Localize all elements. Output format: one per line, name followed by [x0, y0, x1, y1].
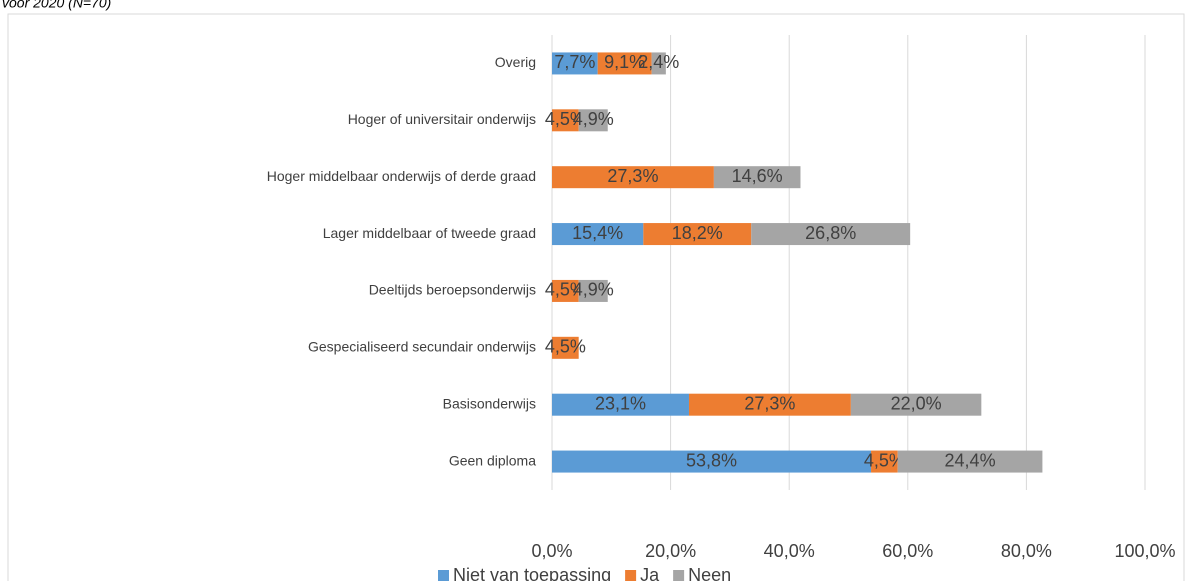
- bar-segment: [713, 166, 801, 189]
- bar-segment: [552, 450, 872, 473]
- y-tick-label: Basisonderwijs: [443, 395, 536, 411]
- legend-swatch: [625, 570, 637, 581]
- data-label: 2,4%: [638, 52, 679, 72]
- bar-segment: [751, 223, 911, 246]
- data-label: 18,2%: [672, 223, 723, 243]
- x-tick-label: 80,0%: [1001, 541, 1052, 561]
- x-tick-label: 20,0%: [645, 541, 696, 561]
- data-label: 22,0%: [891, 393, 942, 413]
- data-label: 26,8%: [805, 223, 856, 243]
- bar-segment: [552, 109, 579, 132]
- bar-segment: [597, 52, 652, 75]
- bar-segment: [688, 393, 851, 416]
- data-label: 9,1%: [604, 52, 645, 72]
- bar-segment: [552, 393, 689, 416]
- bar-segment: [578, 279, 608, 302]
- y-tick-label: Gespecialiseerd secundair onderwijs: [308, 339, 536, 355]
- bar-segment: [552, 279, 579, 302]
- data-label: 15,4%: [572, 223, 623, 243]
- bar-segment: [578, 109, 608, 132]
- bar-segment: [552, 336, 579, 359]
- data-label: 24,4%: [945, 450, 996, 470]
- data-label: 4,5%: [545, 280, 586, 300]
- data-label: 27,3%: [744, 393, 795, 413]
- y-tick-label: Overig: [495, 54, 536, 70]
- y-tick-label: Geen diploma: [449, 452, 536, 468]
- data-label: 4,5%: [864, 450, 905, 470]
- bar-segment: [552, 166, 714, 189]
- data-label: 4,9%: [573, 280, 614, 300]
- legend-label: Ja: [640, 565, 660, 581]
- x-tick-label: 100,0%: [1114, 541, 1175, 561]
- data-label: 4,9%: [573, 109, 614, 129]
- y-tick-label: Hoger middelbaar onderwijs of derde graa…: [267, 168, 536, 184]
- data-label: 27,3%: [607, 166, 658, 186]
- y-tick-label: Lager middelbaar of tweede graad: [323, 225, 536, 241]
- bar-segment: [552, 52, 598, 75]
- y-tick-label: Deeltijds beroepsonderwijs: [369, 282, 536, 298]
- bar-segment: [871, 450, 898, 473]
- legend-swatch: [673, 570, 685, 581]
- x-tick-label: 0,0%: [531, 541, 572, 561]
- legend-label: Niet van toepassing: [453, 565, 611, 581]
- data-label: 7,7%: [554, 52, 595, 72]
- bar-segment: [897, 450, 1043, 473]
- bar-segment: [552, 223, 644, 246]
- data-label: 14,6%: [732, 166, 783, 186]
- chart-title: voor 2020 (N=70): [2, 0, 111, 11]
- legend-label: Neen: [688, 565, 731, 581]
- data-label: 53,8%: [686, 450, 737, 470]
- legend-swatch: [438, 570, 449, 581]
- bar-segment: [651, 52, 666, 75]
- x-tick-label: 60,0%: [882, 541, 933, 561]
- data-label: 4,5%: [545, 337, 586, 357]
- bar-segment: [850, 393, 982, 416]
- x-tick-label: 40,0%: [764, 541, 815, 561]
- data-label: 23,1%: [595, 393, 646, 413]
- bar-segment: [643, 223, 752, 246]
- y-tick-label: Hoger of universitair onderwijs: [348, 111, 536, 127]
- data-label: 4,5%: [545, 109, 586, 129]
